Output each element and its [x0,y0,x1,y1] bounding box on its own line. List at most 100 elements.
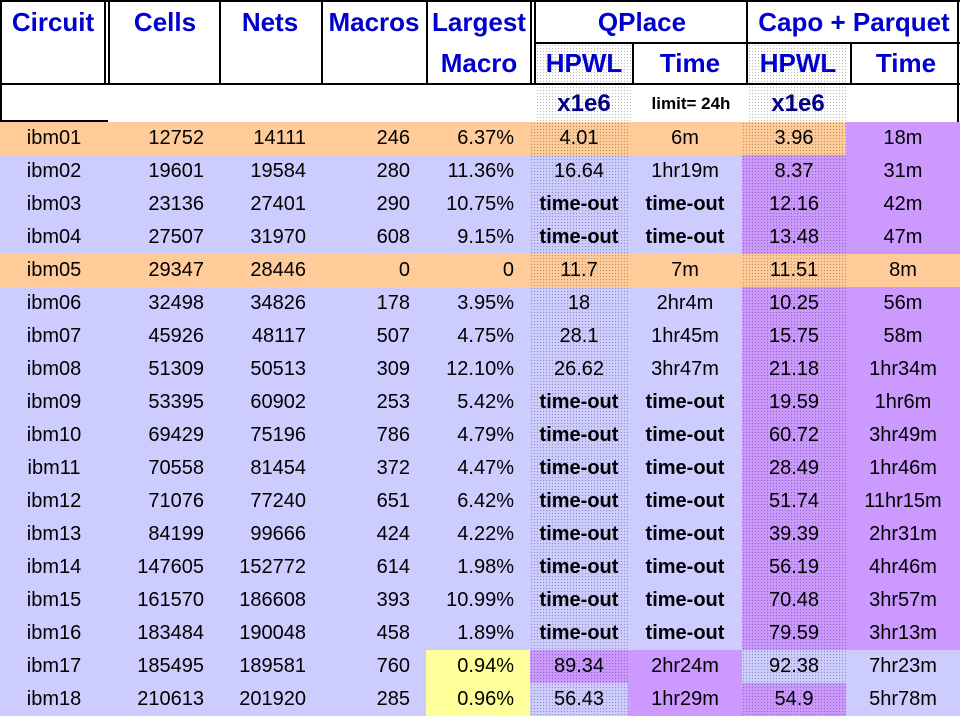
cell-c-hpwl: 12.16 [742,188,846,221]
cell-cells: 53395 [108,386,220,419]
header-macros: Macros [328,7,420,37]
cell-cells: 70558 [108,452,220,485]
cell-circuit: ibm15 [0,584,108,617]
cell-cells: 27507 [108,221,220,254]
cell-c-hpwl: 51.74 [742,485,846,518]
cell-circuit: ibm17 [0,650,108,683]
cell-cells: 19601 [108,155,220,188]
cell-c-hpwl: 21.18 [742,353,846,386]
cell-macros: 507 [322,320,426,353]
table-row: ibm07 45926 48117 507 4.75% 28.1 1hr45m 15.75 58… [0,320,960,353]
header-macro: Macro [440,48,518,78]
cell-c-hpwl: 8.37 [742,155,846,188]
cell-q-hpwl: 11.7 [530,254,628,287]
cell-macros: 280 [322,155,426,188]
cell-largest: 12.10% [426,353,530,386]
cell-cells: 183484 [108,617,220,650]
cell-cells: 23136 [108,188,220,221]
cell-q-hpwl: 28.1 [530,320,628,353]
cell-q-time: 1hr29m [628,683,742,716]
cell-cells: 29347 [108,254,220,287]
cell-largest: 1.98% [426,551,530,584]
cell-q-time: time-out [628,452,742,485]
cell-q-time: 1hr45m [628,320,742,353]
cell-largest: 3.95% [426,287,530,320]
table-row: ibm08 51309 50513 309 12.10% 26.62 3hr47m 21.18… [0,353,960,386]
table-row: ibm01 12752 14111 246 6.37% 4.01 6m 3.96 18m [0,122,960,155]
cell-macros: 246 [322,122,426,155]
cell-largest: 9.15% [426,221,530,254]
cell-largest: 10.99% [426,584,530,617]
cell-nets: 19584 [220,155,322,188]
cell-c-hpwl: 39.39 [742,518,846,551]
cell-macros: 393 [322,584,426,617]
cell-circuit: ibm03 [0,188,108,221]
cell-cells: 84199 [108,518,220,551]
unit-qplace-time: limit= 24h [651,94,731,113]
cell-c-hpwl: 15.75 [742,320,846,353]
cell-c-hpwl: 10.25 [742,287,846,320]
cell-q-time: time-out [628,485,742,518]
cell-q-hpwl: 16.64 [530,155,628,188]
cell-q-hpwl: 26.62 [530,353,628,386]
cell-c-time: 7hr23m [846,650,960,683]
table-header: Circuit Cells Nets Macros Largest Macro … [0,0,960,122]
cell-circuit: ibm14 [0,551,108,584]
cell-cells: 69429 [108,419,220,452]
cell-q-time: time-out [628,617,742,650]
cell-circuit: ibm05 [0,254,108,287]
cell-largest: 4.22% [426,518,530,551]
cell-macros: 458 [322,617,426,650]
cell-macros: 424 [322,518,426,551]
cell-circuit: ibm13 [0,518,108,551]
cell-cells: 161570 [108,584,220,617]
cell-c-time: 8m [846,254,960,287]
cell-c-time: 47m [846,221,960,254]
cell-nets: 60902 [220,386,322,419]
cell-q-hpwl: 89.34 [530,650,628,683]
cell-q-time: time-out [628,386,742,419]
cell-largest: 4.75% [426,320,530,353]
cell-largest: 5.42% [426,386,530,419]
cell-circuit: ibm11 [0,452,108,485]
cell-c-hpwl: 19.59 [742,386,846,419]
cell-c-hpwl: 28.49 [742,452,846,485]
cell-circuit: ibm09 [0,386,108,419]
cell-circuit: ibm07 [0,320,108,353]
cell-q-hpwl: time-out [530,221,628,254]
cell-q-hpwl: time-out [530,188,628,221]
cell-c-time: 31m [846,155,960,188]
cell-nets: 28446 [220,254,322,287]
cell-c-time: 18m [846,122,960,155]
cell-c-hpwl: 56.19 [742,551,846,584]
cell-largest: 0.96% [426,683,530,716]
cell-c-time: 42m [846,188,960,221]
cell-macros: 253 [322,386,426,419]
cell-largest: 10.75% [426,188,530,221]
cell-q-time: 2hr4m [628,287,742,320]
unit-qplace-hpwl: x1e6 [557,90,611,117]
cell-macros: 178 [322,287,426,320]
cell-nets: 201920 [220,683,322,716]
cell-q-time: 1hr19m [628,155,742,188]
cell-largest: 0.94% [426,650,530,683]
cell-circuit: ibm10 [0,419,108,452]
header-nets: Nets [241,7,299,37]
cell-c-time: 5hr78m [846,683,960,716]
cell-c-time: 1hr46m [846,452,960,485]
cell-largest: 1.89% [426,617,530,650]
header-qplace-hpwl: HPWL [545,48,623,78]
cell-macros: 614 [322,551,426,584]
cell-q-time: time-out [628,518,742,551]
table-row: ibm12 71076 77240 651 6.42% time-out time-out 5… [0,485,960,518]
cell-macros: 786 [322,419,426,452]
cell-nets: 186608 [220,584,322,617]
cell-nets: 50513 [220,353,322,386]
cell-nets: 152772 [220,551,322,584]
cell-q-hpwl: time-out [530,518,628,551]
cell-q-hpwl: time-out [530,485,628,518]
header-capo-time: Time [875,48,937,78]
cell-q-time: 2hr24m [628,650,742,683]
cell-nets: 99666 [220,518,322,551]
cell-q-time: 6m [628,122,742,155]
